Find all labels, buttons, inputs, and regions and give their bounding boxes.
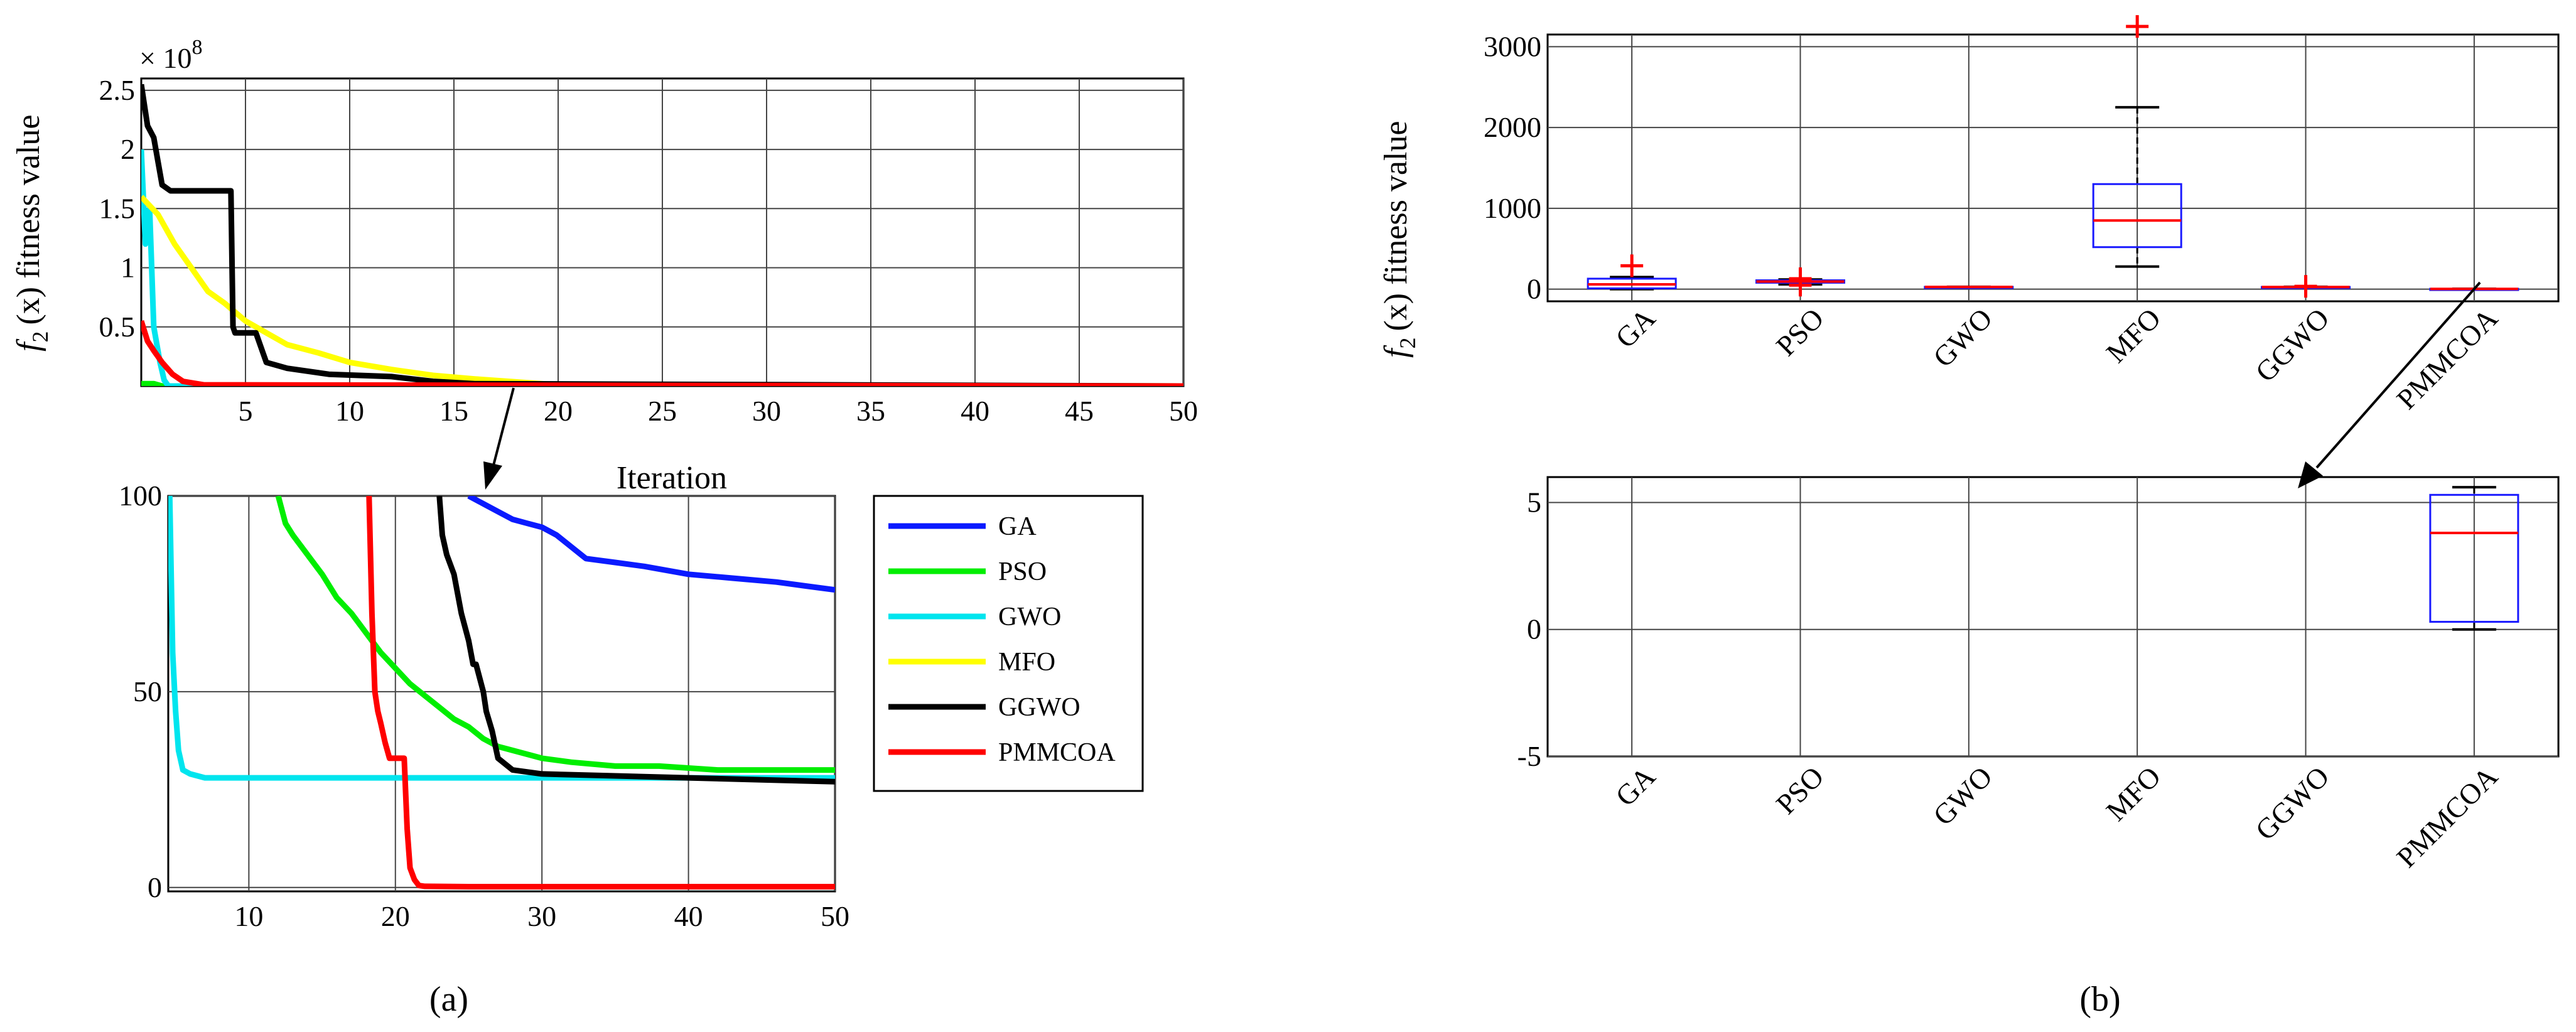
- y-tick-label: -5: [1517, 740, 1541, 772]
- chart-a-top: 5 10 15 20 25 30 35 40 45 50 0.5 1 1.5 2 2.5 × 108 It…: [11, 36, 1198, 496]
- zoom-arrowhead-b: [2298, 461, 2323, 488]
- x-tick-label-pso: PSO: [1770, 302, 1830, 362]
- x-tick-label-ggwo: GGWO: [2249, 760, 2335, 846]
- x-tick-label-ga: GA: [1609, 760, 1661, 812]
- x-tick-label: 40: [674, 900, 703, 932]
- series-a-top: [141, 83, 1183, 386]
- series-a-bottom: [168, 496, 835, 890]
- chart-b-bottom: GA PSO GWO MFO GGWO PMMCOA -5 0 5: [1517, 476, 2560, 874]
- x-tick-label: 45: [1065, 395, 1094, 427]
- x-tick-label-pmmcoa: PMMCOA: [2390, 760, 2504, 874]
- x-tick-label: 40: [961, 395, 989, 427]
- legend-label-pmmcoa: PMMCOA: [998, 738, 1116, 767]
- legend-label-ggwo: GGWO: [998, 693, 1081, 722]
- series-line-gwo: [168, 496, 835, 781]
- x-ticks-a-top: 5 10 15 20 25 30 35 40 45 50: [239, 395, 1199, 427]
- x-tick-label: 5: [239, 395, 253, 427]
- x-ticks-b-top: GA PSO GWO MFO GGWO PMMCOA: [1609, 302, 2504, 416]
- x-tick-label: 25: [648, 395, 677, 427]
- y-ticks-a-bottom: 0 50 100: [119, 480, 162, 903]
- y-ticks-b-bottom: -5 0 5: [1517, 486, 1541, 772]
- x-tick-label: 10: [335, 395, 364, 427]
- x-tick-label-gwo: GWO: [1927, 302, 1998, 374]
- outlier-mfo: [2126, 15, 2149, 38]
- x-tick-label-ga: GA: [1609, 302, 1661, 354]
- y-axis-label-b: f2(x) fitness value: [1378, 121, 1420, 358]
- legend: GA PSO GWO MFO GGWO PMMCOA: [873, 495, 1144, 792]
- grid-b-bottom: [1548, 477, 2558, 757]
- series-line-ggwo: [141, 83, 1183, 386]
- outlier-ga: [1620, 254, 1644, 277]
- boxes-b-top: [1587, 15, 2519, 298]
- x-tick-label: 20: [544, 395, 573, 427]
- y-tick-label: 0: [1527, 613, 1541, 645]
- zoom-arrow-a: [492, 387, 515, 468]
- outlier-pso: [1789, 267, 1812, 290]
- y-tick-label: 1000: [1484, 192, 1541, 224]
- series-line-pso: [275, 496, 835, 773]
- grid-b-top: [1548, 35, 2558, 301]
- x-tick-label: 50: [821, 900, 849, 932]
- box-mfo: [2092, 183, 2182, 249]
- y-tick-label: 50: [133, 675, 162, 707]
- series-line-pso: [141, 380, 1183, 386]
- x-tick-label-pso: PSO: [1770, 760, 1830, 820]
- box-pmmcoa: [2429, 493, 2519, 623]
- grid-a-bottom: [168, 495, 836, 891]
- x-ticks-a-bottom: 10 20 30 40 50: [234, 900, 849, 932]
- zoom-arrow-b: [2315, 281, 2481, 469]
- legend-label-ga: GA: [998, 512, 1037, 541]
- caption-b: (b): [2079, 980, 2120, 1019]
- exponent-label: × 108: [139, 36, 202, 74]
- x-tick-label-ggwo: GGWO: [2249, 302, 2335, 388]
- series-line-ga: [467, 496, 835, 593]
- series-line-gwo: [141, 149, 1183, 386]
- x-tick-label-mfo: MFO: [2100, 760, 2167, 827]
- x-tick-label: 30: [752, 395, 781, 427]
- outlier-ggwo: [2294, 275, 2317, 298]
- plot-area-a-bottom: [167, 495, 836, 893]
- y-axis-label-a: f2(x) fitness value: [11, 115, 53, 352]
- x-tick-label: 30: [527, 900, 556, 932]
- legend-box: [873, 495, 1144, 792]
- y-tick-label: 0.5: [99, 311, 136, 343]
- y-tick-label: 2000: [1484, 111, 1541, 143]
- y-tick-label: 0: [148, 871, 162, 903]
- series-line-pmmcoa: [141, 320, 1183, 386]
- y-tick-label: 2: [121, 133, 135, 165]
- plot-area-b-top: [1546, 33, 2560, 303]
- x-tick-label: 10: [234, 900, 263, 932]
- boxes-b-bottom: [2429, 486, 2519, 631]
- zoom-arrowhead-a: [483, 461, 502, 490]
- y-ticks-b-top: 0 1000 2000 3000: [1484, 30, 1541, 304]
- caption-a: (a): [429, 980, 468, 1019]
- x-tick-label: 50: [1169, 395, 1198, 427]
- y-tick-label: 1.5: [99, 192, 136, 224]
- x-tick-label: 35: [856, 395, 885, 427]
- x-axis-label-a: Iteration: [617, 460, 727, 496]
- y-tick-label: 1: [121, 252, 135, 284]
- y-tick-label: 5: [1527, 486, 1541, 518]
- y-tick-label: 0: [1527, 273, 1541, 305]
- legend-label-mfo: MFO: [998, 648, 1055, 677]
- legend-label-gwo: GWO: [998, 603, 1061, 632]
- series-line-ggwo: [436, 496, 835, 785]
- x-tick-label: 20: [381, 900, 410, 932]
- legend-label-pso: PSO: [998, 557, 1047, 586]
- x-ticks-b-bottom: GA PSO GWO MFO GGWO PMMCOA: [1609, 760, 2504, 874]
- chart-a-bottom: 10 20 30 40 50 0 50 100: [119, 480, 849, 932]
- series-line-pmmcoa: [366, 496, 835, 890]
- x-tick-label-gwo: GWO: [1927, 760, 1998, 832]
- x-tick-label-mfo: MFO: [2100, 302, 2167, 369]
- x-tick-label: 15: [439, 395, 468, 427]
- y-ticks-a-top: 0.5 1 1.5 2 2.5: [99, 74, 136, 343]
- plot-area-b-bottom: [1546, 476, 2560, 758]
- y-tick-label: 100: [119, 480, 162, 512]
- y-tick-label: 2.5: [99, 74, 136, 106]
- y-tick-label: 3000: [1484, 30, 1541, 62]
- series-line-mfo: [141, 195, 1183, 386]
